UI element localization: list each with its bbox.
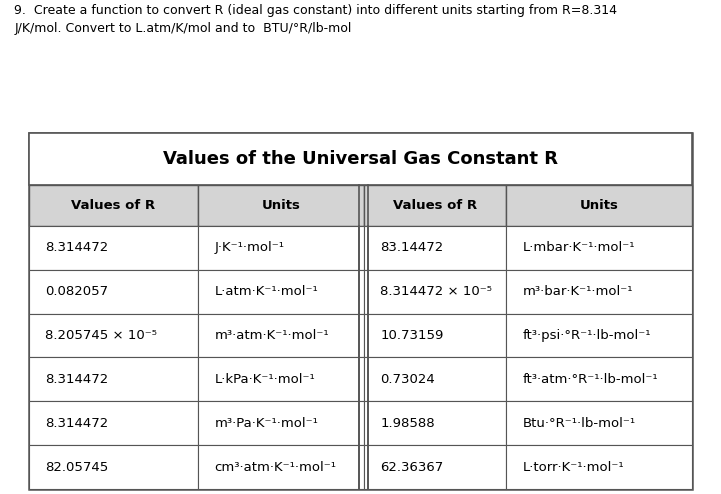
Text: 8.314472: 8.314472 (45, 373, 109, 386)
Bar (506, 401, 692, 445)
Text: m³·atm·K⁻¹·mol⁻¹: m³·atm·K⁻¹·mol⁻¹ (215, 329, 329, 342)
Text: 9.  Create a function to convert R (ideal gas constant) into different units sta: 9. Create a function to convert R (ideal… (14, 3, 617, 35)
Bar (364, 358, 506, 401)
Bar (364, 270, 506, 314)
Bar (29, 270, 198, 314)
Text: Values of the Universal Gas Constant R: Values of the Universal Gas Constant R (163, 150, 558, 168)
Text: Values of R: Values of R (71, 199, 156, 212)
Text: Btu·°R⁻¹·lb-mol⁻¹: Btu·°R⁻¹·lb-mol⁻¹ (523, 417, 636, 430)
Text: 0.082057: 0.082057 (45, 285, 109, 298)
Text: 8.314472: 8.314472 (45, 241, 109, 254)
Bar (198, 314, 364, 358)
Bar (29, 401, 198, 445)
Text: 1.98588: 1.98588 (381, 417, 435, 430)
Bar (506, 314, 692, 358)
Bar (506, 445, 692, 489)
Text: 8.314472: 8.314472 (45, 417, 109, 430)
Text: L·mbar·K⁻¹·mol⁻¹: L·mbar·K⁻¹·mol⁻¹ (523, 241, 635, 254)
Bar (506, 270, 692, 314)
Bar (198, 445, 364, 489)
Bar (29, 185, 198, 226)
Text: 8.205745 × 10⁻⁵: 8.205745 × 10⁻⁵ (45, 329, 157, 342)
Bar (364, 445, 506, 489)
Text: Units: Units (262, 199, 301, 212)
Bar (198, 270, 364, 314)
Text: L·kPa·K⁻¹·mol⁻¹: L·kPa·K⁻¹·mol⁻¹ (215, 373, 315, 386)
Text: m³·Pa·K⁻¹·mol⁻¹: m³·Pa·K⁻¹·mol⁻¹ (215, 417, 319, 430)
Bar (29, 314, 198, 358)
Text: 10.73159: 10.73159 (381, 329, 443, 342)
Text: 82.05745: 82.05745 (45, 460, 109, 474)
Bar (198, 185, 364, 226)
Text: m³·bar·K⁻¹·mol⁻¹: m³·bar·K⁻¹·mol⁻¹ (523, 285, 634, 298)
Bar (364, 401, 506, 445)
Text: ft³·atm·°R⁻¹·lb-mol⁻¹: ft³·atm·°R⁻¹·lb-mol⁻¹ (523, 373, 659, 386)
Text: 8.314472 × 10⁻⁵: 8.314472 × 10⁻⁵ (381, 285, 492, 298)
Text: Values of R: Values of R (393, 199, 477, 212)
Text: cm³·atm·K⁻¹·mol⁻¹: cm³·atm·K⁻¹·mol⁻¹ (215, 460, 337, 474)
Bar (29, 358, 198, 401)
Bar (198, 401, 364, 445)
Text: 0.73024: 0.73024 (381, 373, 435, 386)
Bar (29, 133, 692, 185)
Bar (506, 185, 692, 226)
Text: ft³·psi·°R⁻¹·lb-mol⁻¹: ft³·psi·°R⁻¹·lb-mol⁻¹ (523, 329, 652, 342)
Text: J·K⁻¹·mol⁻¹: J·K⁻¹·mol⁻¹ (215, 241, 285, 254)
Bar (364, 314, 506, 358)
Bar (29, 445, 198, 489)
Bar (506, 226, 692, 270)
Text: L·torr·K⁻¹·mol⁻¹: L·torr·K⁻¹·mol⁻¹ (523, 460, 624, 474)
Bar (198, 358, 364, 401)
Bar (198, 226, 364, 270)
Text: Units: Units (580, 199, 619, 212)
Bar (29, 226, 198, 270)
Text: 83.14472: 83.14472 (381, 241, 443, 254)
Bar (506, 358, 692, 401)
Bar (364, 226, 506, 270)
Text: L·atm·K⁻¹·mol⁻¹: L·atm·K⁻¹·mol⁻¹ (215, 285, 318, 298)
Bar (364, 185, 506, 226)
Text: 62.36367: 62.36367 (381, 460, 443, 474)
